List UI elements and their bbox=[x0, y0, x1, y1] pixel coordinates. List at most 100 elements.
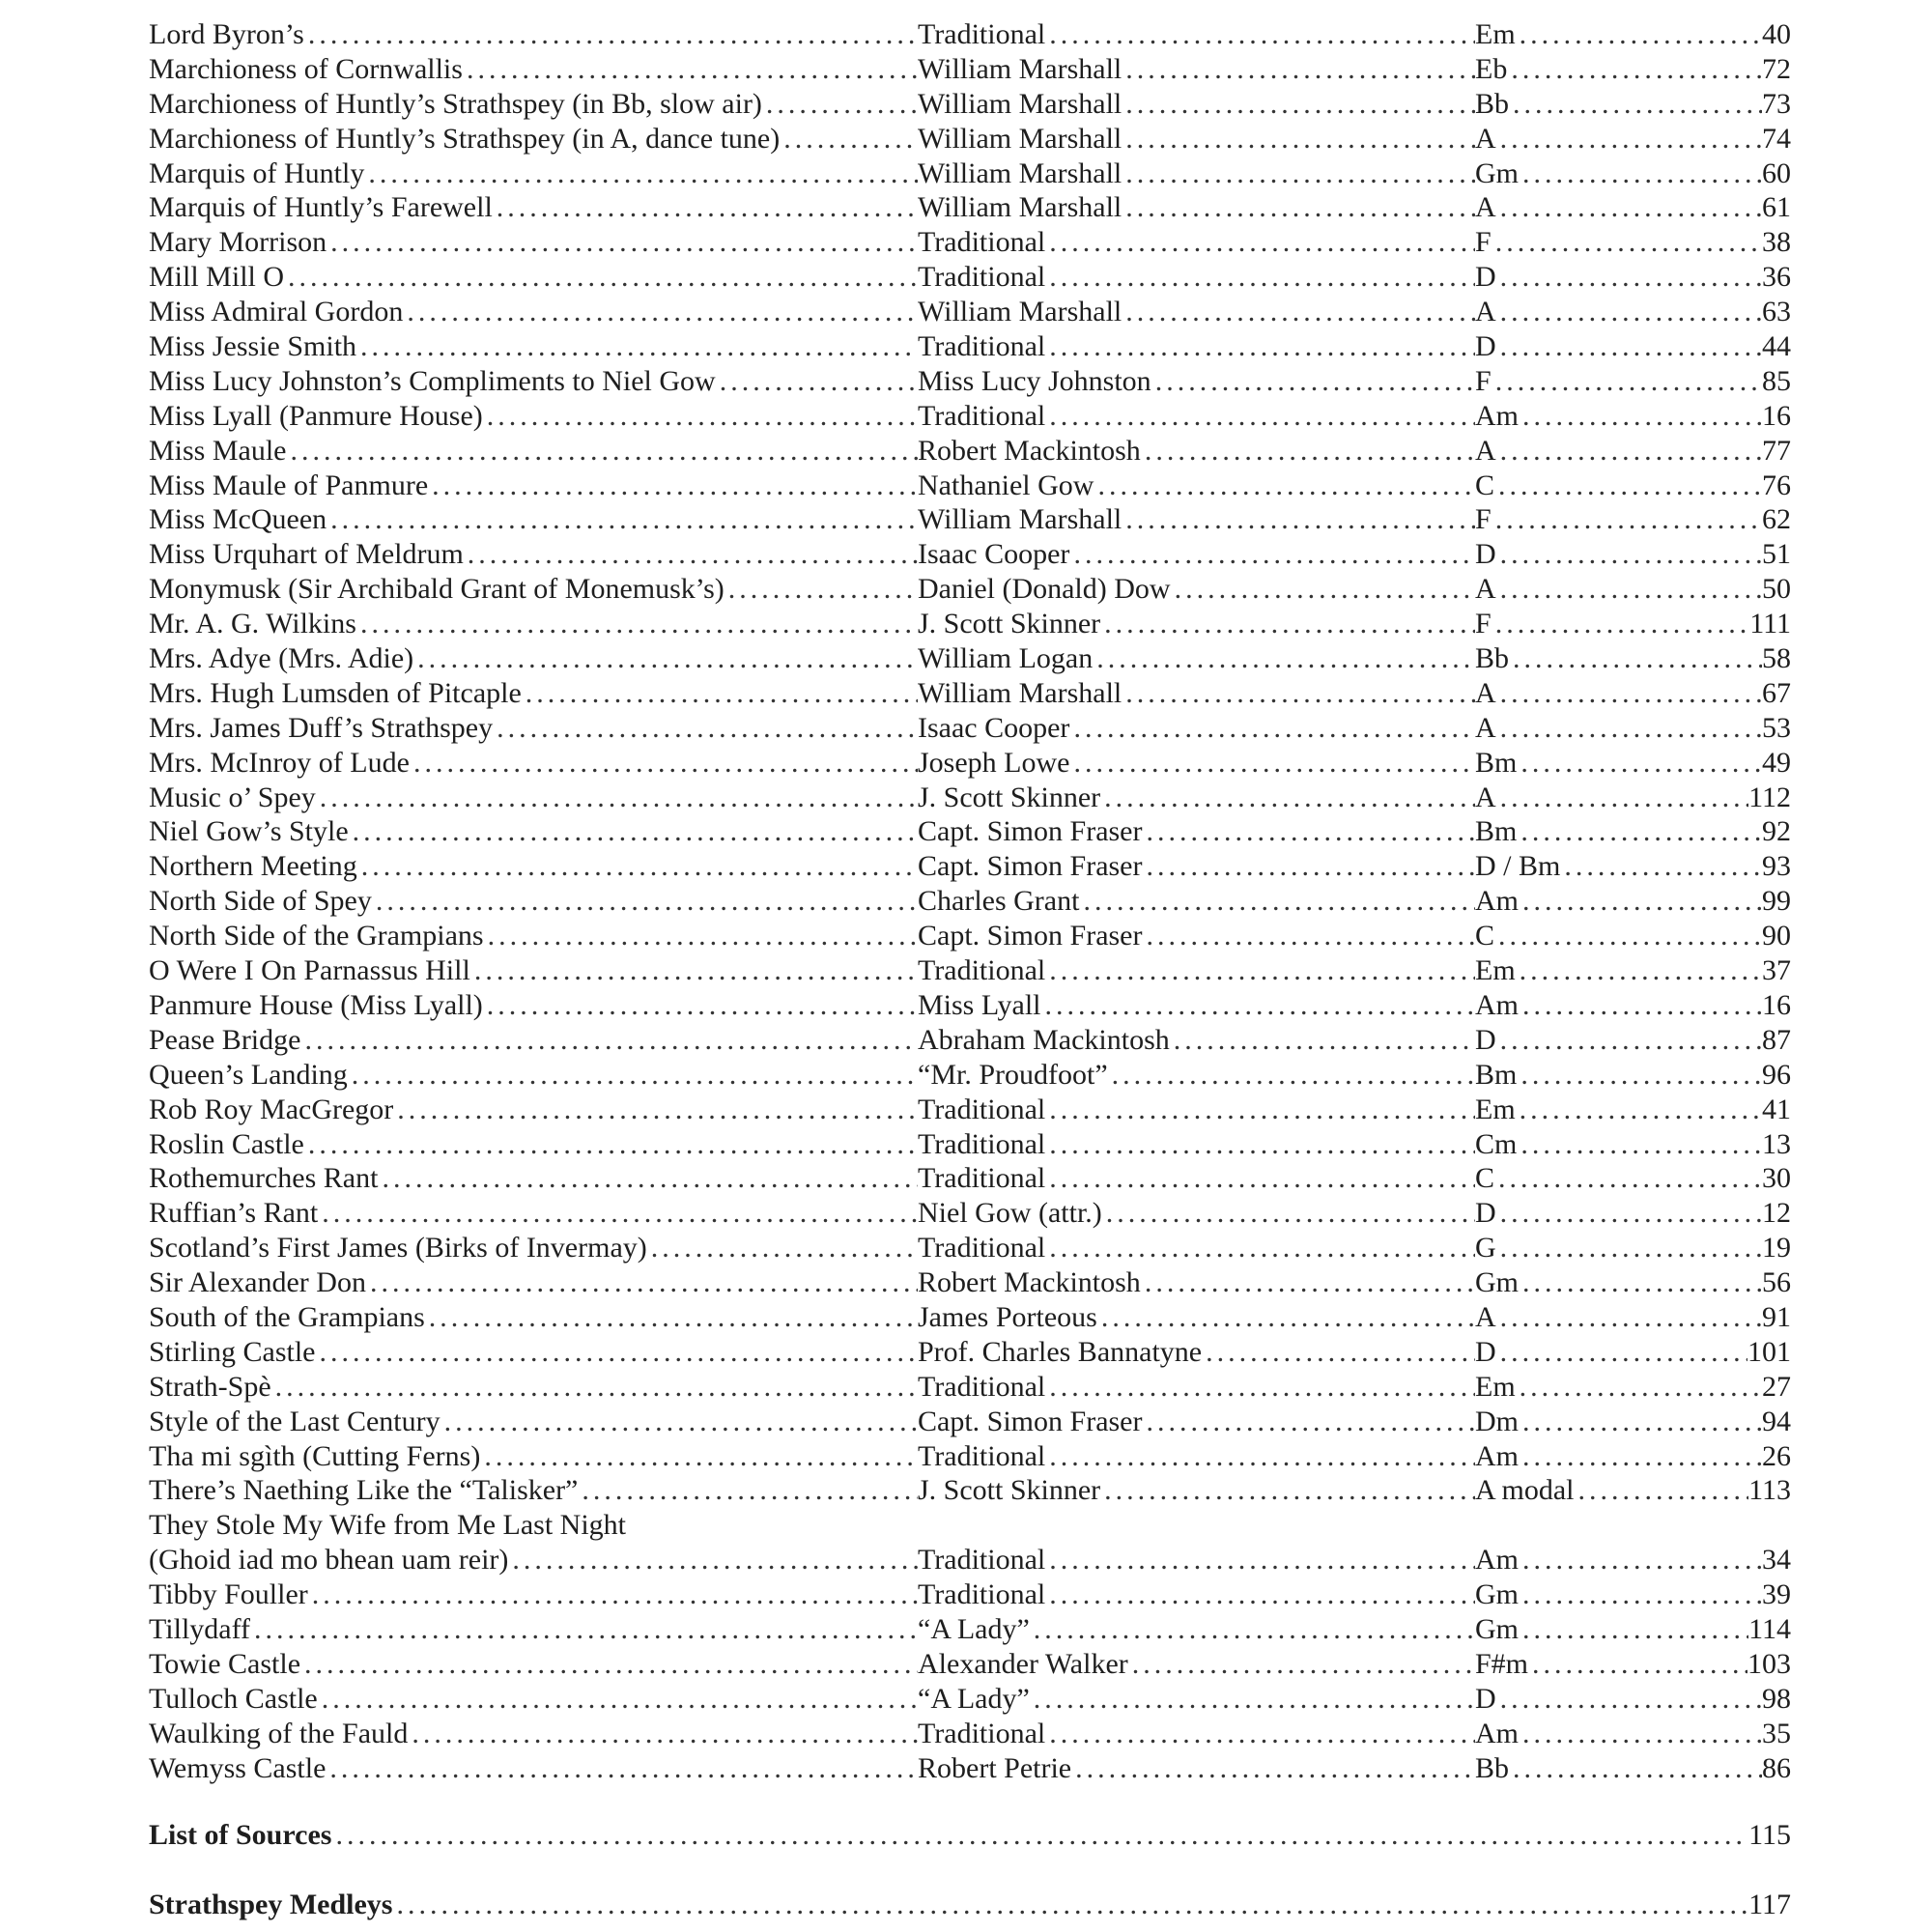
dot-leader bbox=[349, 814, 918, 849]
dot-leader bbox=[1519, 399, 1762, 434]
key: C 76 bbox=[1475, 469, 1791, 503]
tune-title: Mrs. Adye (Mrs. Adie) bbox=[149, 641, 918, 676]
dot-leader bbox=[1045, 225, 1475, 260]
tune-title: Northern Meeting bbox=[149, 849, 918, 884]
key-text: A modal bbox=[1475, 1474, 1575, 1507]
dot-leader bbox=[1069, 537, 1475, 572]
composer: Traditional bbox=[918, 1093, 1475, 1127]
dot-leader bbox=[1516, 1370, 1762, 1405]
composer-text: Traditional bbox=[918, 226, 1046, 259]
composer: Traditional bbox=[918, 1127, 1475, 1162]
key: F 85 bbox=[1475, 364, 1791, 399]
dot-leader bbox=[1045, 1093, 1475, 1127]
tune-title: Towie Castle bbox=[149, 1647, 918, 1682]
page-number: 91 bbox=[1762, 1300, 1791, 1333]
section-label: List of Sources bbox=[149, 1819, 332, 1851]
dot-leader bbox=[403, 295, 918, 329]
page-number: 53 bbox=[1762, 711, 1791, 744]
index-entry: Waulking of the Fauld Traditional Am 35 bbox=[149, 1717, 1791, 1751]
index-entry: South of the Grampians James Porteous A 91 bbox=[149, 1300, 1791, 1335]
composer: William Marshall bbox=[918, 295, 1475, 329]
tune-title-text: Marquis of Huntly bbox=[149, 156, 365, 189]
key-text: D bbox=[1475, 1197, 1496, 1230]
page-number: 77 bbox=[1762, 434, 1791, 467]
composer: Robert Mackintosh bbox=[918, 1265, 1475, 1300]
dot-leader bbox=[300, 1023, 918, 1058]
tune-title: North Side of Spey bbox=[149, 884, 918, 919]
tune-title: (Ghoid iad mo bhean uam reir) bbox=[149, 1543, 918, 1577]
composer-text: Capt. Simon Fraser bbox=[918, 850, 1143, 883]
composer-text: “A Lady” bbox=[918, 1682, 1030, 1715]
dot-leader bbox=[1069, 711, 1475, 746]
tune-title: There’s Naething Like the “Talisker” bbox=[149, 1473, 918, 1508]
composer-text: Traditional bbox=[918, 1578, 1046, 1611]
dot-leader bbox=[1102, 1196, 1475, 1231]
index-entry: Miss Maule Robert Mackintosh A 77 bbox=[149, 434, 1791, 469]
dot-leader bbox=[1494, 469, 1762, 503]
tune-title: Mrs. McInroy of Lude bbox=[149, 746, 918, 781]
tune-title-text: Scotland’s First James (Birks of Inverma… bbox=[149, 1232, 647, 1264]
composer-text: Isaac Cooper bbox=[918, 711, 1070, 744]
tune-title-text: Marchioness of Cornwallis bbox=[149, 52, 463, 85]
key: Bm 96 bbox=[1475, 1058, 1791, 1093]
key: D 87 bbox=[1475, 1023, 1791, 1058]
dot-leader bbox=[1045, 1577, 1475, 1612]
key: D / Bm 93 bbox=[1475, 849, 1791, 884]
dot-leader bbox=[1507, 52, 1762, 87]
dot-leader bbox=[304, 17, 918, 52]
dot-leader bbox=[578, 1473, 918, 1508]
key-text: Bm bbox=[1475, 815, 1518, 848]
composer-text: William Marshall bbox=[918, 191, 1122, 224]
section-page: 115 bbox=[1748, 1819, 1791, 1851]
dot-leader bbox=[378, 1161, 918, 1196]
tune-title-text: Style of the Last Century bbox=[149, 1405, 440, 1437]
page-number: 92 bbox=[1762, 815, 1791, 848]
composer-text: Traditional bbox=[918, 1370, 1046, 1403]
page-number: 86 bbox=[1762, 1751, 1791, 1784]
composer: Isaac Cooper bbox=[918, 537, 1475, 572]
composer-text: William Marshall bbox=[918, 503, 1122, 536]
composer: Traditional bbox=[918, 329, 1475, 364]
index-entry: North Side of the Grampians Capt. Simon F… bbox=[149, 919, 1791, 953]
dot-leader bbox=[1519, 1717, 1762, 1751]
tune-title: Sir Alexander Don bbox=[149, 1265, 918, 1300]
tune-title: Scotland’s First James (Birks of Inverma… bbox=[149, 1231, 918, 1265]
dot-leader bbox=[1519, 1439, 1762, 1474]
page-number: 16 bbox=[1762, 399, 1791, 432]
dot-leader bbox=[1141, 1265, 1475, 1300]
dot-leader bbox=[464, 537, 918, 572]
composer: Traditional bbox=[918, 399, 1475, 434]
dot-leader bbox=[1509, 87, 1762, 122]
dot-leader bbox=[1094, 469, 1475, 503]
tune-title: Marquis of Huntly’s Farewell bbox=[149, 190, 918, 225]
dot-leader bbox=[1517, 1127, 1762, 1162]
dot-leader bbox=[1122, 122, 1475, 156]
key: F 62 bbox=[1475, 502, 1791, 537]
index-entry: Roslin Castle Traditional Cm 13 bbox=[149, 1127, 1791, 1162]
tune-title-text: Mrs. Hugh Lumsden of Pitcaple bbox=[149, 676, 522, 709]
dot-leader bbox=[410, 746, 918, 781]
tune-title: Roslin Castle bbox=[149, 1127, 918, 1162]
dot-leader bbox=[1045, 953, 1475, 988]
composer: William Marshall bbox=[918, 502, 1475, 537]
tune-title-text: Rothemurches Rant bbox=[149, 1162, 379, 1195]
composer: William Marshall bbox=[918, 156, 1475, 191]
tune-title-text: Monymusk (Sir Archibald Grant of Monemus… bbox=[149, 573, 724, 606]
index-entry: Niel Gow’s Style Capt. Simon Fraser Bm 92 bbox=[149, 814, 1791, 849]
key: A 74 bbox=[1475, 122, 1791, 156]
index-entry-title-line: They Stole My Wife from Me Last Night bbox=[149, 1508, 1791, 1543]
composer-text: James Porteous bbox=[918, 1300, 1097, 1333]
tune-title-text: Roslin Castle bbox=[149, 1127, 304, 1160]
tune-title: Marchioness of Huntly’s Strathspey (in B… bbox=[149, 87, 918, 122]
key: D 44 bbox=[1475, 329, 1791, 364]
index-entry: Style of the Last Century Capt. Simon Fra… bbox=[149, 1405, 1791, 1439]
tune-title-text: Northern Meeting bbox=[149, 850, 357, 883]
dot-leader bbox=[780, 122, 918, 156]
key-text: A bbox=[1475, 122, 1496, 155]
tune-title-text: Ruffian’s Rant bbox=[149, 1197, 319, 1230]
page-number: 72 bbox=[1762, 52, 1791, 85]
composer: Traditional bbox=[918, 260, 1475, 295]
dot-leader bbox=[356, 329, 918, 364]
index-entry: Miss Admiral Gordon William Marshall A 63 bbox=[149, 295, 1791, 329]
composer-text: Joseph Lowe bbox=[918, 746, 1070, 779]
